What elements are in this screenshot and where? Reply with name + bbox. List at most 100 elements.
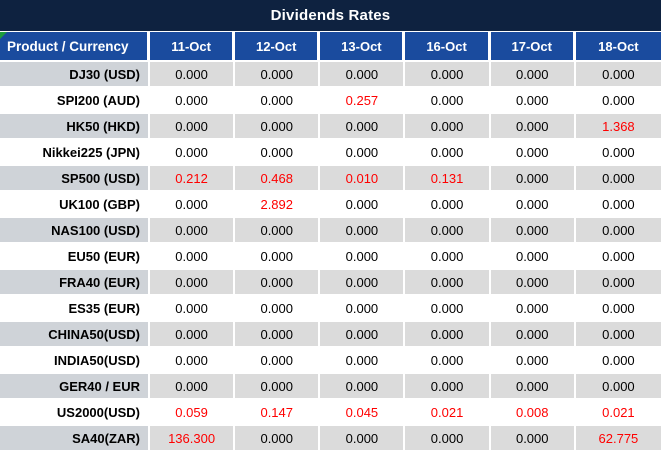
dividend-value-cell: 0.000	[405, 270, 491, 294]
dividend-value-cell: 0.257	[320, 88, 406, 112]
dividend-value-cell: 0.008	[490, 400, 576, 424]
dividend-value-cell: 0.010	[320, 166, 406, 190]
product-label-cell: ES35 (EUR)	[0, 296, 150, 320]
table-row: INDIA50(USD) 0.000 0.000 0.000 0.000 0.000 0.…	[0, 348, 661, 374]
table-header-row: Product / Currency 11-Oct 12-Oct 13-Oct …	[0, 32, 661, 62]
dividend-value-cell: 0.000	[235, 296, 321, 320]
dividend-value-cell: 0.000	[150, 62, 236, 86]
column-header-11-oct: 11-Oct	[150, 32, 236, 60]
product-label-cell: US2000(USD)	[0, 400, 150, 424]
dividend-value-cell: 0.000	[235, 426, 321, 450]
dividend-value-cell: 0.059	[150, 400, 236, 424]
dividend-value-cell: 0.000	[150, 374, 236, 398]
table-row: CHINA50(USD) 0.000 0.000 0.000 0.000 0.000 0.…	[0, 322, 661, 348]
dividend-value-cell: 0.000	[320, 114, 406, 138]
dividend-value-cell: 0.021	[575, 400, 661, 424]
dividend-value-cell: 0.000	[405, 426, 491, 450]
dividend-value-cell: 0.000	[320, 192, 406, 216]
table-row: US2000(USD) 0.059 0.147 0.045 0.021 0.008 0.0…	[0, 400, 661, 426]
dividend-value-cell: 0.000	[150, 218, 236, 242]
dividend-value-cell: 0.000	[150, 296, 236, 320]
dividend-value-cell: 0.000	[320, 140, 406, 164]
dividend-value-cell: 0.000	[490, 296, 576, 320]
dividend-value-cell: 0.000	[235, 270, 321, 294]
product-label-cell: SP500 (USD)	[0, 166, 150, 190]
dividend-value-cell: 0.000	[490, 426, 576, 450]
dividend-value-cell: 0.045	[320, 400, 406, 424]
dividend-value-cell: 0.131	[405, 166, 491, 190]
dividend-value-cell: 0.000	[235, 140, 321, 164]
table-row: HK50 (HKD) 0.000 0.000 0.000 0.000 0.000 1.36…	[0, 114, 661, 140]
dividend-value-cell: 0.000	[320, 322, 406, 346]
dividend-value-cell: 0.000	[235, 244, 321, 268]
dividend-value-cell: 0.000	[490, 88, 576, 112]
dividend-value-cell: 0.000	[235, 322, 321, 346]
column-header-18-oct: 18-Oct	[598, 38, 639, 54]
dividend-value-cell: 0.000	[575, 218, 661, 242]
dividend-value-cell: 0.000	[320, 62, 406, 86]
dividend-value-cell: 0.000	[575, 140, 661, 164]
dividend-value-cell: 1.368	[575, 114, 661, 138]
dividend-value-cell: 0.000	[320, 348, 406, 372]
product-label-cell: NAS100 (USD)	[0, 218, 150, 242]
table-row: ES35 (EUR) 0.000 0.000 0.000 0.000 0.000 0.00…	[0, 296, 661, 322]
dividend-value-cell: 0.468	[235, 166, 321, 190]
cell-corner-marker-icon	[0, 32, 7, 39]
dividend-value-cell: 0.000	[575, 166, 661, 190]
table-row: SA40(ZAR) 136.300 0.000 0.000 0.000 0.000 62.…	[0, 426, 661, 452]
dividend-value-cell: 0.000	[235, 114, 321, 138]
dividend-value-cell: 62.775	[575, 426, 661, 450]
table-row: EU50 (EUR) 0.000 0.000 0.000 0.000 0.000 0.00…	[0, 244, 661, 270]
dividend-value-cell: 0.000	[320, 218, 406, 242]
dividend-value-cell: 0.000	[320, 244, 406, 268]
dividend-value-cell: 0.000	[150, 322, 236, 346]
dividend-value-cell: 0.000	[320, 426, 406, 450]
dividend-value-cell: 0.000	[320, 374, 406, 398]
dividend-value-cell: 0.000	[405, 348, 491, 372]
dividend-value-cell: 0.000	[405, 296, 491, 320]
product-label-cell: GER40 / EUR	[0, 374, 150, 398]
dividend-value-cell: 0.000	[490, 166, 576, 190]
dividend-value-cell: 0.000	[490, 114, 576, 138]
dividend-value-cell: 0.212	[150, 166, 236, 190]
dividend-value-cell: 0.000	[405, 244, 491, 268]
dividend-value-cell: 0.000	[320, 270, 406, 294]
product-currency-header: Product / Currency	[0, 32, 150, 60]
dividend-value-cell: 0.000	[150, 192, 236, 216]
dividend-value-cell: 0.000	[490, 218, 576, 242]
dividend-value-cell: 0.000	[150, 348, 236, 372]
page-title: Dividends Rates	[0, 0, 661, 32]
dividend-value-cell: 0.000	[405, 140, 491, 164]
product-currency-header-label: Product / Currency	[7, 38, 129, 54]
dividend-value-cell: 2.892	[235, 192, 321, 216]
dividend-value-cell: 0.000	[405, 192, 491, 216]
product-label-cell: Nikkei225 (JPN)	[0, 140, 150, 164]
dividend-value-cell: 0.000	[320, 296, 406, 320]
table-row: FRA40 (EUR) 0.000 0.000 0.000 0.000 0.000 0.0…	[0, 270, 661, 296]
dividend-value-cell: 0.000	[490, 374, 576, 398]
product-label-cell: SPI200 (AUD)	[0, 88, 150, 112]
product-label-cell: SA40(ZAR)	[0, 426, 150, 450]
dividend-value-cell: 0.000	[235, 62, 321, 86]
dividend-value-cell: 0.000	[490, 192, 576, 216]
dividend-value-cell: 0.000	[575, 322, 661, 346]
dividend-value-cell: 0.021	[405, 400, 491, 424]
table-row: Nikkei225 (JPN) 0.000 0.000 0.000 0.000 0.00…	[0, 140, 661, 166]
table-row: UK100 (GBP) 0.000 2.892 0.000 0.000 0.000 0.0…	[0, 192, 661, 218]
dividend-value-cell: 0.000	[575, 270, 661, 294]
dividend-value-cell: 0.000	[235, 218, 321, 242]
dividend-value-cell: 0.000	[405, 374, 491, 398]
product-label-cell: HK50 (HKD)	[0, 114, 150, 138]
dividend-value-cell: 0.000	[150, 140, 236, 164]
dividend-value-cell: 0.000	[575, 62, 661, 86]
product-label-cell: EU50 (EUR)	[0, 244, 150, 268]
table-row: NAS100 (USD) 0.000 0.000 0.000 0.000 0.000 0.…	[0, 218, 661, 244]
product-label-cell: CHINA50(USD)	[0, 322, 150, 346]
dividend-value-cell: 0.000	[405, 88, 491, 112]
column-header-16-oct: 16-Oct	[405, 32, 491, 60]
table-row: GER40 / EUR 0.000 0.000 0.000 0.000 0.000 0.0…	[0, 374, 661, 400]
dividend-value-cell: 0.000	[575, 348, 661, 372]
dividend-value-cell: 0.000	[490, 140, 576, 164]
dividend-value-cell: 0.000	[490, 270, 576, 294]
